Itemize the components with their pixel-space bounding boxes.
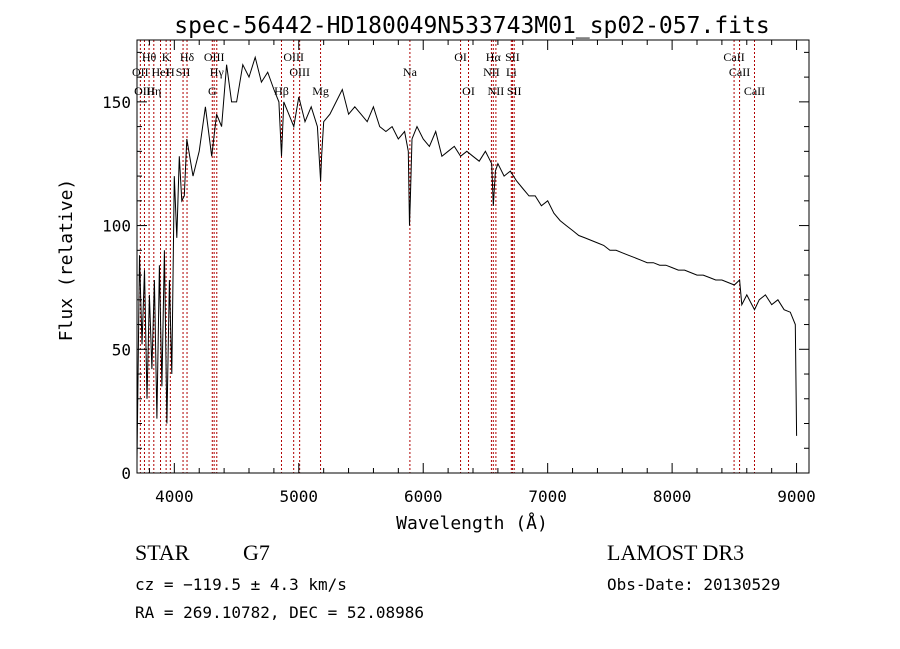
- line-mark-label: HeI: [152, 65, 170, 79]
- object-subclass: G7: [243, 540, 270, 565]
- line-mark-label: Hδ: [180, 50, 195, 64]
- line-mark-label: CaII: [744, 84, 765, 98]
- x-tick-label: 9000: [777, 487, 816, 506]
- line-mark-label: OI: [454, 50, 467, 64]
- y-axis: 0 50 100 150: [102, 51, 809, 483]
- line-mark-label: CaII: [723, 50, 744, 64]
- line-mark-label: OIII: [134, 84, 155, 98]
- line-marks-layer: [139, 40, 755, 473]
- x-axis: 4000 5000 6000 7000 8000 9000: [148, 40, 816, 506]
- y-tick-label: 150: [102, 93, 131, 112]
- line-mark-label: K: [162, 50, 171, 64]
- line-mark-label: SII: [176, 65, 191, 79]
- x-tick-label: 6000: [404, 487, 443, 506]
- line-mark-label: Mg: [312, 84, 329, 98]
- line-mark-label: Hα: [486, 50, 502, 64]
- x-axis-label: Wavelength (Å): [396, 512, 548, 534]
- line-mark-label: Hγ: [210, 65, 225, 79]
- y-tick-label: 100: [102, 217, 131, 236]
- redshift-text: cz = −119.5 ± 4.3 km/s: [135, 575, 347, 594]
- line-mark-label: H: [166, 65, 175, 79]
- line-mark-label: NII: [483, 65, 500, 79]
- x-tick-label: 7000: [528, 487, 567, 506]
- line-mark-label: SII: [505, 50, 520, 64]
- x-tick-label: 4000: [155, 487, 194, 506]
- line-mark-label: OIII: [283, 50, 304, 64]
- spectrum-series-line: [136, 55, 798, 461]
- y-tick-label: 0: [121, 464, 131, 483]
- observation-date: Obs-Date: 20130529: [607, 575, 780, 594]
- line-mark-label: Hθ: [142, 50, 157, 64]
- line-mark-label: CaII: [729, 65, 750, 79]
- line-mark-label: Na: [403, 65, 418, 79]
- x-tick-label: 5000: [280, 487, 319, 506]
- object-class: STAR: [135, 540, 190, 565]
- line-mark-label: NII: [488, 84, 505, 98]
- line-mark-label: Li: [506, 65, 517, 79]
- line-mark-label: OI: [462, 84, 475, 98]
- plot-frame: [136, 39, 810, 474]
- line-mark-label: OIII: [204, 50, 225, 64]
- line-mark-label: Hη: [146, 84, 161, 98]
- line-mark-label: OIII: [289, 65, 310, 79]
- y-axis-label: Flux (relative): [56, 179, 77, 342]
- x-tick-label: 8000: [653, 487, 692, 506]
- line-mark-label: SII: [507, 84, 522, 98]
- line-mark-label: Hβ: [274, 84, 289, 98]
- coordinates-text: RA = 269.10782, DEC = 52.08986: [135, 603, 424, 622]
- chart-title: spec-56442-HD180049N533743M01_sp02-057.f…: [174, 13, 769, 39]
- line-mark-label: G: [208, 84, 217, 98]
- survey-name: LAMOST DR3: [607, 540, 744, 565]
- line-mark-label: OII: [132, 65, 149, 79]
- y-tick-label: 50: [112, 340, 131, 359]
